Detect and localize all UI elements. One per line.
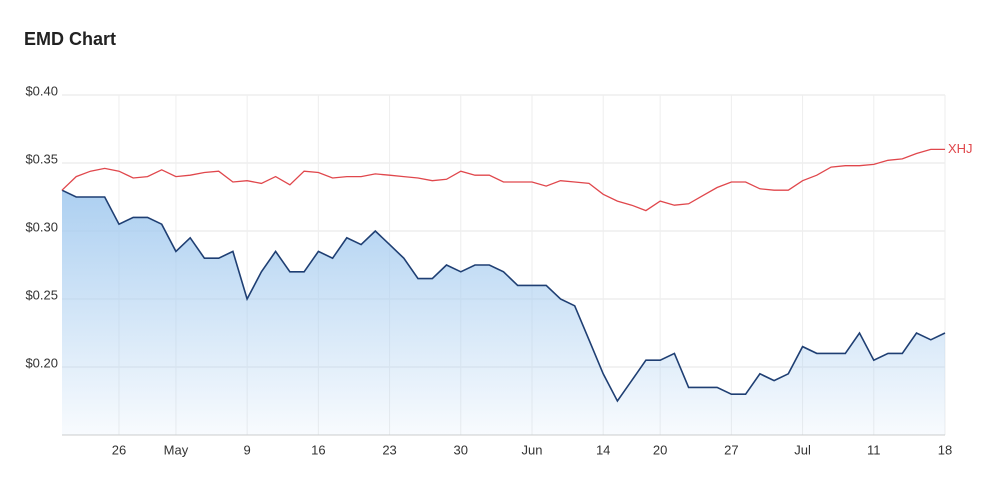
y-tick-label: $0.35 bbox=[25, 151, 58, 166]
y-tick-label: $0.20 bbox=[25, 355, 58, 370]
area bbox=[62, 190, 945, 435]
y-tick-label: $0.30 bbox=[25, 219, 58, 234]
x-tick-label: 26 bbox=[112, 442, 126, 457]
x-tick-label: Jul bbox=[794, 442, 811, 457]
x-tick-label: 14 bbox=[596, 442, 610, 457]
line bbox=[61, 189, 946, 403]
x-tick-label: 27 bbox=[724, 442, 738, 457]
x-tick-label: 30 bbox=[454, 442, 468, 457]
y-tick-label: $0.25 bbox=[25, 287, 58, 302]
x-tick-label: 20 bbox=[653, 442, 667, 457]
x-tick-label: Jun bbox=[521, 442, 542, 457]
x-tick-label: May bbox=[164, 442, 189, 457]
x-tick-label: 11 bbox=[867, 442, 881, 457]
y-tick-label: $0.40 bbox=[25, 83, 58, 98]
x-tick-label: 16 bbox=[311, 442, 325, 457]
x-tick-label: 23 bbox=[382, 442, 396, 457]
x-tick-label: 9 bbox=[244, 442, 251, 457]
chart-title: EMD Chart bbox=[24, 29, 116, 49]
series-label: XHJ bbox=[948, 141, 973, 156]
line bbox=[61, 148, 945, 212]
x-tick-label: 18 bbox=[938, 442, 952, 457]
